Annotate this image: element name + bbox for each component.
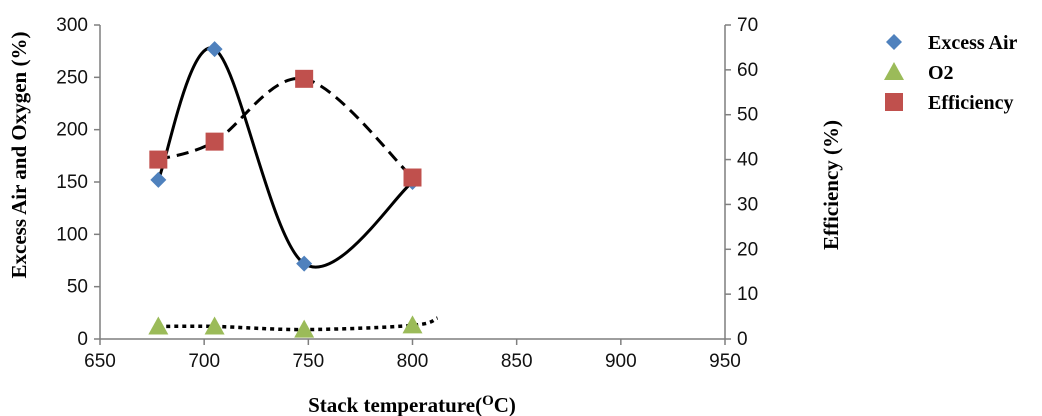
legend-efficiency-label: Efficiency — [928, 92, 1014, 114]
o2-point — [402, 315, 423, 334]
legend-excess-air-marker — [886, 34, 902, 50]
o2-point — [294, 319, 315, 338]
y2-tick-label: 20 — [737, 239, 758, 260]
y2-tick-label: 30 — [737, 194, 758, 215]
y2-tick-label: 70 — [737, 15, 758, 36]
o2-trend-line — [158, 316, 439, 332]
excess-air-point — [206, 41, 223, 58]
y-tick-label: 0 — [77, 329, 88, 350]
y2-tick-label: 10 — [737, 284, 758, 305]
trend-lines — [156, 46, 439, 332]
y-tick-label: 250 — [56, 67, 88, 88]
x-tick-label: 850 — [501, 351, 533, 372]
data-points — [148, 41, 423, 338]
axes: 650 700 750 800 850 900 9500501001502002503000… — [56, 15, 758, 372]
y-tick-label: 200 — [56, 120, 88, 141]
x-axis-title: Stack temperature(OC) — [308, 393, 516, 416]
legend-o2-marker — [884, 62, 904, 80]
o2-point — [204, 316, 225, 335]
x-tick-label: 750 — [292, 351, 324, 372]
x-tick-label: 900 — [605, 351, 637, 372]
legend-excess-air-label: Excess Air — [928, 32, 1018, 54]
excess-air-point — [296, 255, 313, 272]
efficiency-point — [295, 69, 314, 88]
y2-tick-label: 0 — [737, 329, 748, 350]
y-tick-label: 50 — [67, 277, 88, 298]
efficiency-point — [403, 168, 422, 187]
y-tick-label: 150 — [56, 172, 88, 193]
y2-axis-title: Efficiency (%) — [819, 120, 843, 250]
y2-tick-label: 60 — [737, 60, 758, 81]
o2-point — [148, 316, 169, 335]
x-tick-label: 650 — [84, 351, 116, 372]
y-tick-label: 100 — [56, 224, 88, 245]
efficiency-point — [149, 150, 168, 169]
y-axis-title: Excess Air and Oxygen (%) — [7, 32, 31, 279]
legend: Excess Air O2 Efficiency — [884, 32, 1018, 114]
x-tick-label: 950 — [709, 351, 741, 372]
efficiency-trend-line — [157, 77, 414, 179]
x-tick-label: 700 — [188, 351, 220, 372]
efficiency-point — [205, 132, 224, 151]
y2-tick-label: 40 — [737, 150, 758, 171]
legend-efficiency-marker — [885, 93, 903, 111]
y-tick-label: 300 — [56, 15, 88, 36]
excess-air-point — [150, 171, 167, 188]
excess-air-trend-line — [156, 46, 414, 269]
y2-tick-label: 50 — [737, 105, 758, 126]
legend-o2-label: O2 — [928, 62, 954, 84]
x-tick-label: 800 — [397, 351, 429, 372]
